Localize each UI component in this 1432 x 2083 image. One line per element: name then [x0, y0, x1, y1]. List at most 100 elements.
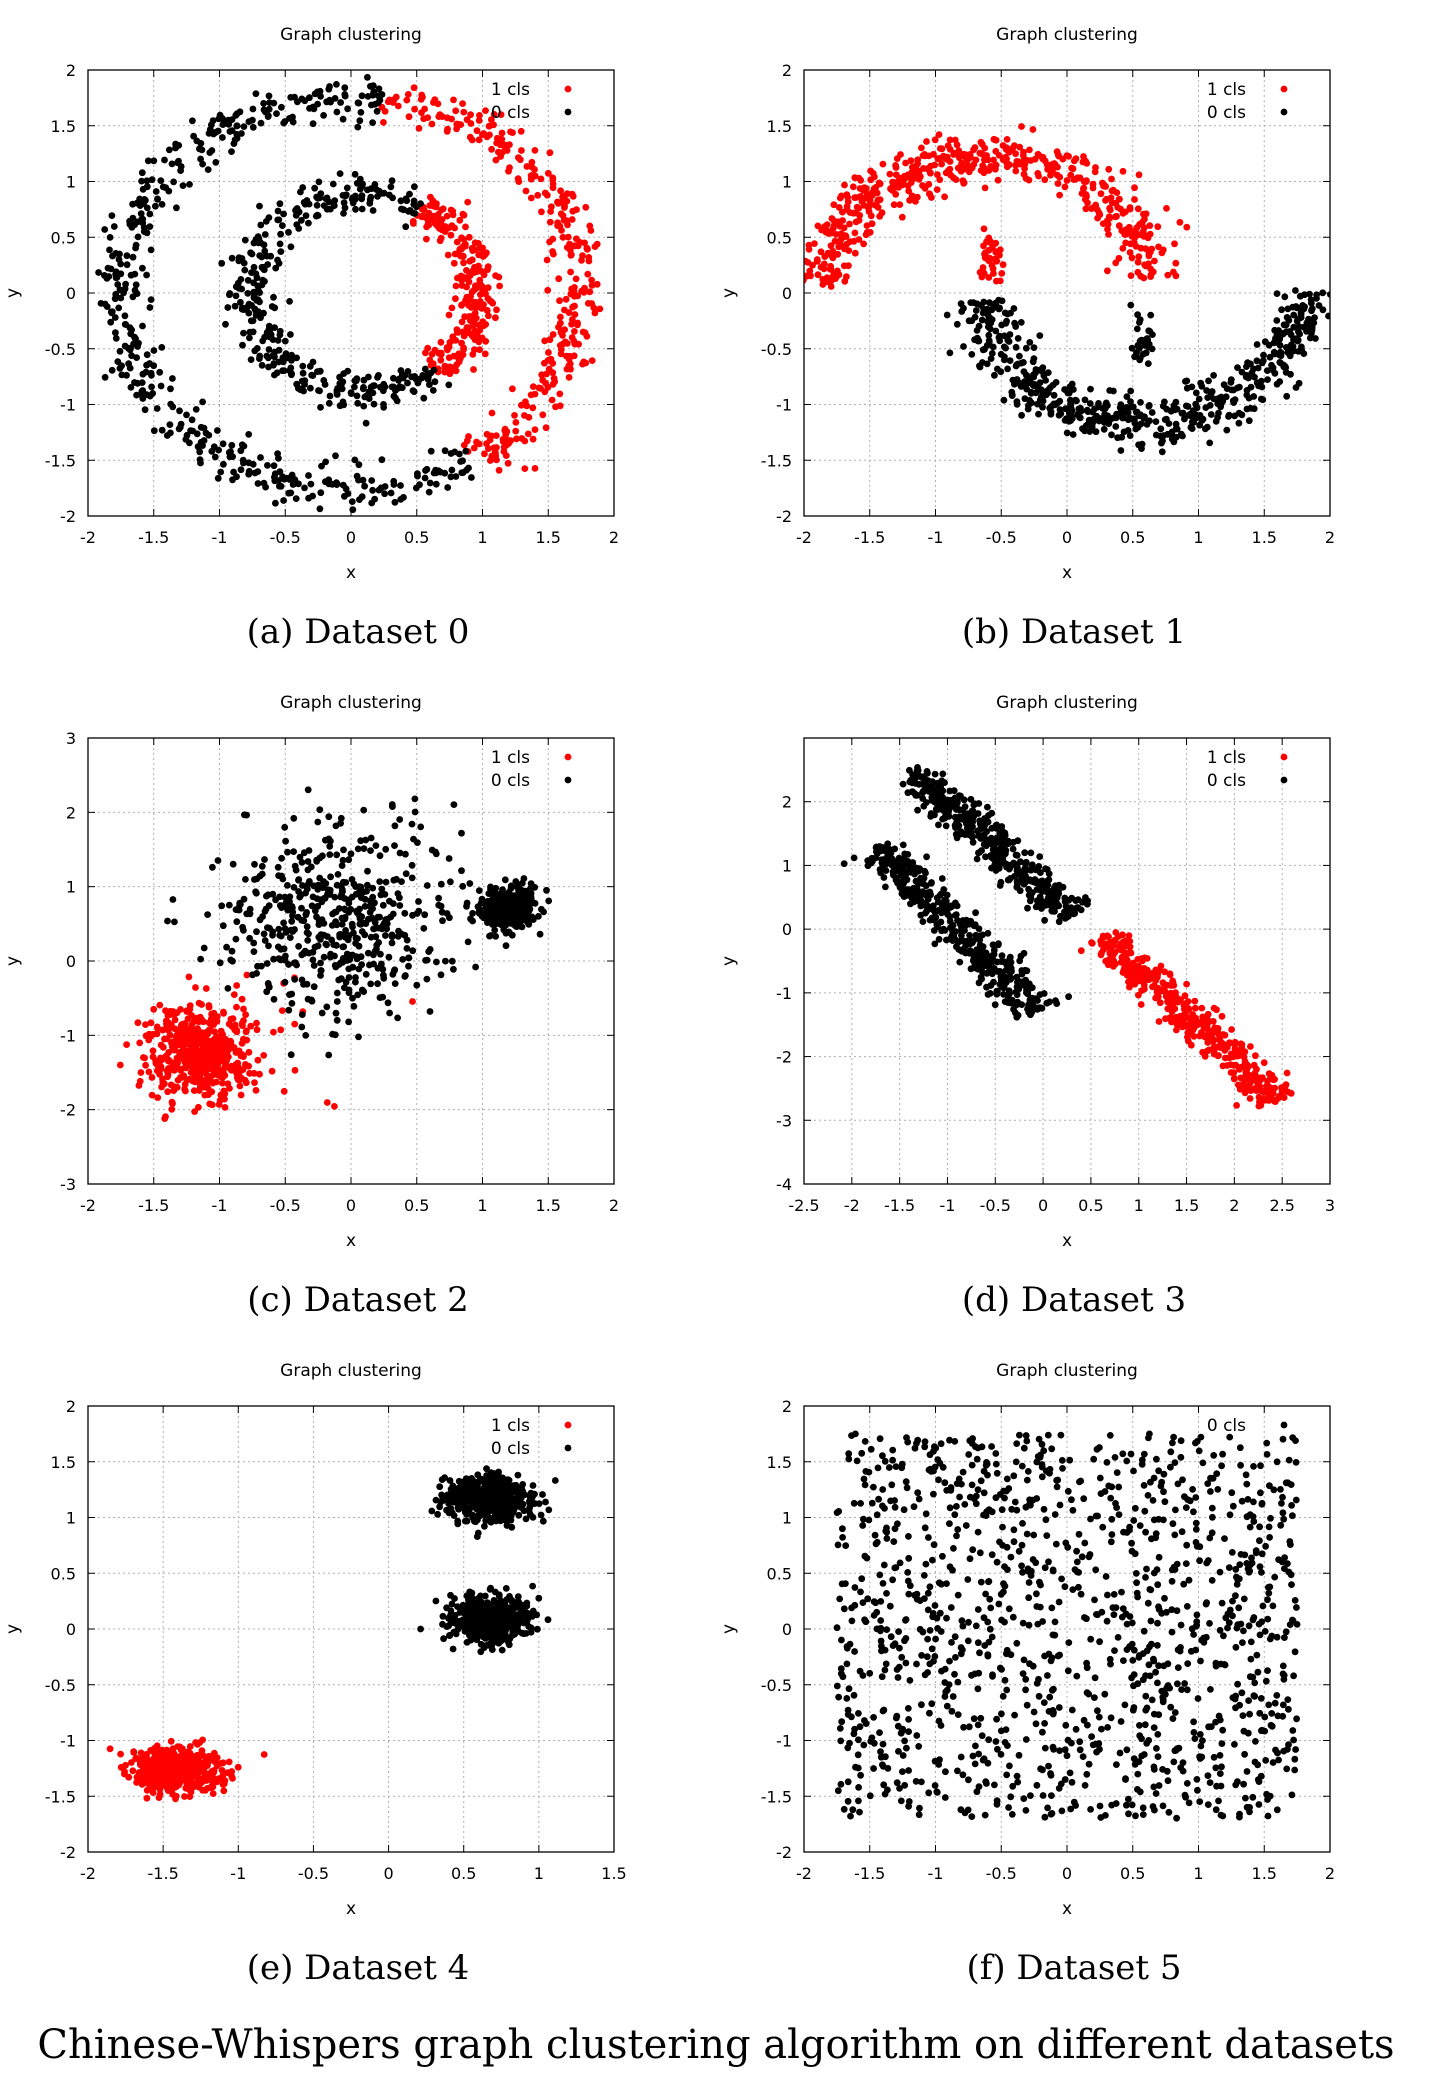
data-point [1059, 155, 1067, 163]
data-point [411, 105, 418, 113]
tick-label-x: 1 [1134, 1196, 1144, 1215]
data-point [250, 263, 258, 271]
data-point [361, 482, 368, 490]
data-point [200, 1083, 208, 1091]
data-point [585, 254, 593, 261]
data-point [379, 993, 387, 1001]
data-point [403, 945, 411, 952]
data-point [1044, 166, 1051, 173]
data-point [192, 406, 200, 413]
tick-label-y: -3 [776, 1111, 792, 1130]
data-point [1283, 392, 1291, 400]
tick-label-x: 2 [609, 528, 619, 547]
data-point [830, 201, 838, 209]
data-point [157, 382, 165, 390]
tick-label-x: -2.5 [788, 1196, 819, 1215]
data-point [1012, 323, 1020, 330]
data-point [200, 944, 208, 952]
data-point [491, 926, 499, 934]
data-point [195, 1056, 202, 1064]
data-point [1252, 1052, 1259, 1060]
data-point [1180, 1005, 1188, 1013]
data-point [556, 297, 563, 305]
data-point [1243, 1084, 1251, 1091]
data-point [418, 374, 426, 382]
data-point [1273, 290, 1281, 297]
data-point [429, 387, 437, 394]
data-point [290, 959, 298, 967]
data-point [1130, 415, 1138, 423]
data-point [835, 271, 843, 279]
data-point [337, 959, 345, 966]
data-point [323, 205, 331, 213]
data-point [1141, 985, 1148, 993]
data-point [373, 107, 381, 115]
data-point [186, 181, 193, 188]
data-point [206, 1074, 214, 1082]
data-point [327, 873, 334, 881]
data-point [898, 213, 906, 221]
data-point [573, 206, 580, 214]
data-point [994, 176, 1002, 184]
data-point [447, 473, 455, 481]
data-point [273, 369, 281, 377]
data-point [454, 274, 461, 282]
data-point [1245, 417, 1253, 425]
data-point [542, 379, 549, 387]
data-point [421, 105, 428, 113]
data-point [450, 96, 457, 104]
data-point [1146, 974, 1154, 982]
data-point [325, 1051, 333, 1059]
data-point [478, 912, 486, 920]
data-point [1064, 389, 1072, 397]
data-point [1134, 968, 1141, 975]
data-point [216, 959, 224, 967]
data-point [199, 442, 206, 449]
data-point [1188, 383, 1196, 391]
data-point [1173, 405, 1181, 413]
data-point [219, 134, 226, 141]
data-point [436, 111, 444, 119]
data-point [390, 383, 397, 391]
data-point [214, 127, 222, 135]
data-point [1026, 339, 1034, 346]
data-point [1153, 970, 1161, 978]
data-point [934, 171, 941, 179]
data-point [208, 1101, 216, 1109]
data-point [165, 146, 173, 154]
data-point [309, 956, 317, 964]
data-point [139, 185, 147, 193]
data-point [462, 223, 469, 231]
data-point [813, 257, 821, 265]
data-point [1196, 1032, 1204, 1040]
data-point [1079, 425, 1086, 433]
data-point [956, 154, 963, 162]
data-point [811, 240, 818, 248]
data-point [488, 902, 495, 909]
data-point [864, 193, 872, 201]
data-point [1075, 405, 1083, 413]
data-point [1177, 430, 1185, 438]
data-point [375, 85, 383, 93]
tick-label-x: -2 [80, 528, 96, 547]
data-point [1176, 218, 1184, 226]
data-point [127, 384, 135, 391]
data-point [1184, 1037, 1192, 1045]
data-point [1126, 943, 1134, 951]
data-point [242, 1011, 250, 1019]
data-point [148, 372, 155, 379]
data-point [1072, 396, 1079, 404]
data-point [196, 1013, 204, 1021]
data-point [229, 860, 237, 868]
data-point [421, 474, 429, 482]
data-point [984, 323, 992, 331]
data-point [143, 204, 151, 212]
data-point [327, 950, 334, 958]
data-point [244, 276, 252, 284]
data-point [316, 935, 324, 943]
data-point [1119, 167, 1127, 175]
data-point [1214, 395, 1222, 402]
data-point [312, 212, 320, 220]
data-point [992, 248, 1000, 256]
data-point [493, 306, 500, 314]
